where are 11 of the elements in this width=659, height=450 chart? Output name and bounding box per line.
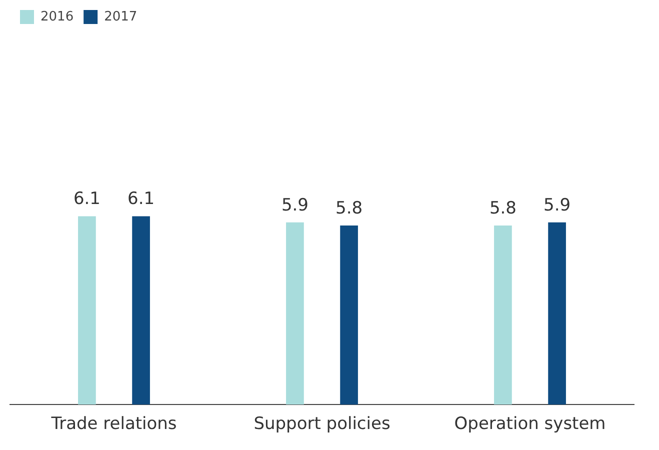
data-label: 5.8 <box>489 198 516 218</box>
data-label: 5.8 <box>336 198 363 218</box>
data-label: 5.9 <box>281 195 308 216</box>
data-label: 6.1 <box>128 189 155 210</box>
legend-label: 2016 <box>40 9 74 24</box>
x-tick-label: Trade relations <box>50 414 177 434</box>
x-tick-label: Operation system <box>454 414 606 434</box>
data-label: 6.1 <box>73 189 100 210</box>
data-label: 5.9 <box>544 195 571 216</box>
legend-label: 2017 <box>104 9 138 24</box>
x-tick-label: Support policies <box>254 414 390 434</box>
